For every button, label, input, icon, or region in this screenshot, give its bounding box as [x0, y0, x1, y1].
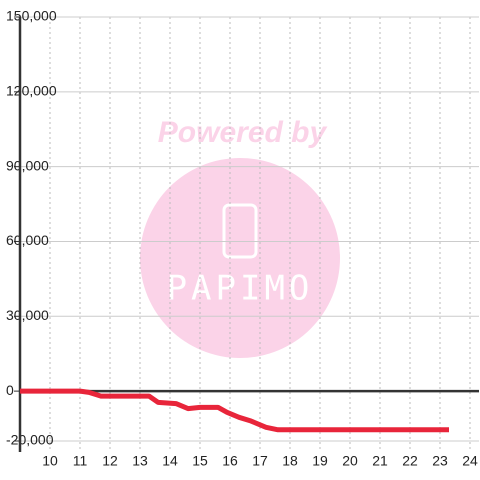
- y-tick-label: -20,000: [6, 432, 54, 448]
- x-tick-label: 14: [162, 453, 178, 469]
- x-tick-label: 17: [252, 453, 268, 469]
- series-line: [20, 388, 449, 433]
- x-tick-label: 12: [102, 453, 118, 469]
- watermark-title: Powered by: [158, 116, 328, 149]
- x-tick-label: 16: [222, 453, 238, 469]
- watermark-phone: [222, 203, 258, 259]
- x-tick-label: 11: [73, 453, 88, 469]
- x-tick-label: 23: [432, 453, 448, 469]
- y-tick-label: 120,000: [6, 83, 57, 99]
- y-tick-label: 90,000: [6, 157, 49, 173]
- x-tick-label: 19: [312, 453, 328, 469]
- x-tick-label: 15: [192, 453, 208, 469]
- y-tick-label: 30,000: [6, 307, 49, 323]
- x-tick-label: 20: [342, 453, 358, 469]
- y-tick-label: 60,000: [6, 232, 49, 248]
- x-tick-label: 24: [462, 453, 478, 469]
- x-tick-label: 18: [282, 453, 298, 469]
- y-tick-label: 150,000: [6, 8, 57, 24]
- x-tick-label: 13: [132, 453, 148, 469]
- x-tick-label: 10: [42, 453, 58, 469]
- y-tick-label: 0: [6, 382, 14, 398]
- watermark-logo: PAPIMO: [167, 269, 314, 309]
- x-tick-label: 22: [402, 453, 418, 469]
- x-tick-label: 21: [372, 453, 388, 469]
